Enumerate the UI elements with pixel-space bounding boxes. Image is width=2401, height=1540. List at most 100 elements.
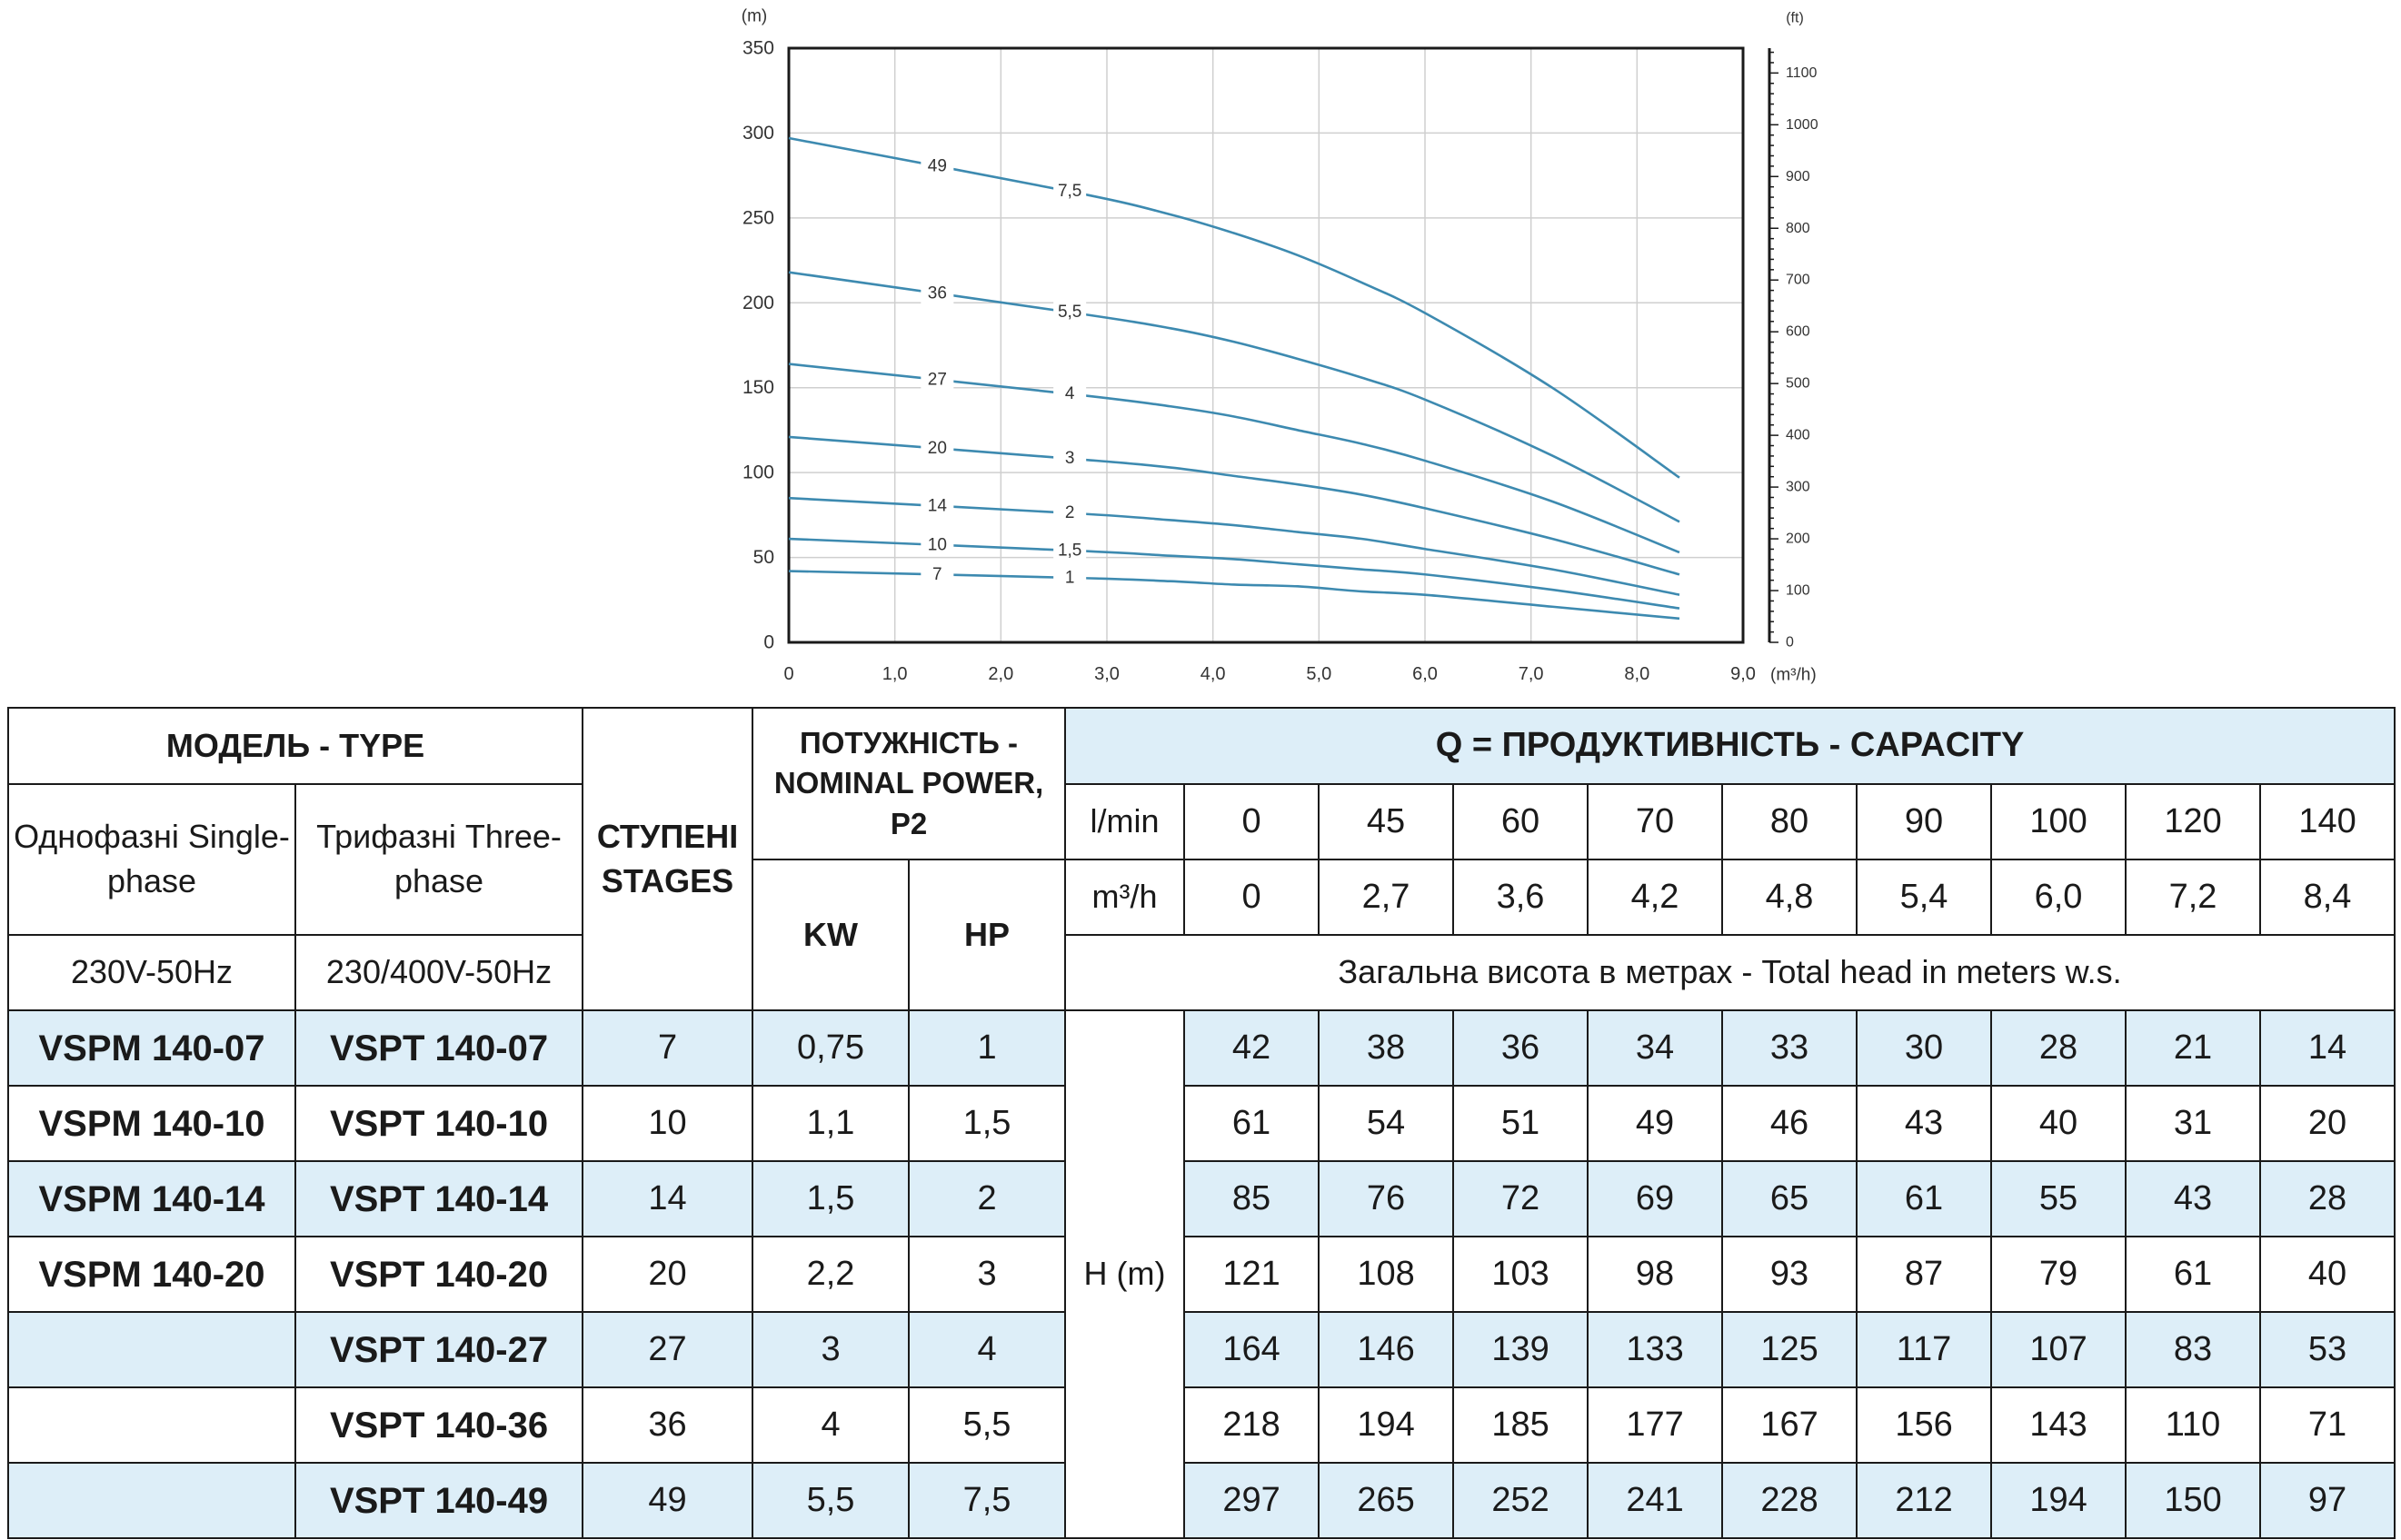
single-phase-model bbox=[7, 1386, 296, 1464]
single-phase-model bbox=[7, 1311, 296, 1388]
label-bg bbox=[1053, 180, 1087, 203]
curve-power-label: 7,5 bbox=[1058, 182, 1081, 201]
three-phase-model: VSPT 140-36 bbox=[294, 1386, 584, 1464]
stages-value: 7 bbox=[582, 1009, 754, 1087]
x-tick-label: 2,0 bbox=[988, 664, 1013, 684]
head-value: 46 bbox=[1721, 1085, 1858, 1162]
m3h-label: m³/h bbox=[1064, 859, 1186, 936]
performance-table: МОДЕЛЬ - TYPE СТУПЕНІ STAGES ПОТУЖНІСТЬ … bbox=[6, 707, 2396, 1539]
head-value: 121 bbox=[1183, 1236, 1320, 1313]
head-value: 36 bbox=[1452, 1009, 1589, 1087]
y-tick-label: 50 bbox=[753, 547, 774, 568]
label-bg bbox=[921, 563, 954, 586]
curve-stages-label: 49 bbox=[928, 157, 947, 176]
ft-tick-label: 1000 bbox=[1786, 117, 1818, 133]
head-value: 71 bbox=[2259, 1386, 2396, 1464]
m3h-value: 8,4 bbox=[2259, 859, 2396, 936]
head-value: 241 bbox=[1587, 1462, 1724, 1539]
head-value: 31 bbox=[2125, 1085, 2262, 1162]
three-phase-model: VSPT 140-07 bbox=[294, 1009, 584, 1087]
ft-tick-label: 0 bbox=[1786, 635, 1794, 651]
hp-header: HP bbox=[908, 859, 1067, 1011]
head-value: 185 bbox=[1452, 1386, 1589, 1464]
m3h-value: 5,4 bbox=[1856, 859, 1993, 936]
lmin-value: 120 bbox=[2125, 783, 2262, 860]
lmin-value: 90 bbox=[1856, 783, 1993, 860]
y-tick-label: 200 bbox=[742, 293, 774, 313]
y-tick-label: 150 bbox=[742, 377, 774, 398]
x-tick-label: 6,0 bbox=[1412, 664, 1438, 684]
head-value: 143 bbox=[1990, 1386, 2127, 1464]
y-tick-label: 100 bbox=[742, 462, 774, 483]
curve-stages-label: 7 bbox=[932, 565, 942, 584]
head-value: 79 bbox=[1990, 1236, 2127, 1313]
head-value: 61 bbox=[1183, 1085, 1320, 1162]
curve-stages-label: 10 bbox=[928, 535, 947, 554]
kw-value: 4 bbox=[752, 1386, 911, 1464]
stages-value: 49 bbox=[582, 1462, 754, 1539]
x-tick-label: 1,0 bbox=[882, 664, 908, 684]
x-tick-label: 8,0 bbox=[1624, 664, 1649, 684]
table-row: VSPM 140-14 VSPT 140-14 14 1,5 2 85 76 72 69 65 61… bbox=[7, 1160, 2396, 1237]
head-value: 177 bbox=[1587, 1386, 1724, 1464]
head-value: 107 bbox=[1990, 1311, 2127, 1388]
table-row: VSPM 140-07 VSPT 140-07 7 0,75 1 H (m) 42 38 36 3… bbox=[7, 1009, 2396, 1539]
label-bg bbox=[921, 437, 954, 460]
three-phase-model: VSPT 140-20 bbox=[294, 1236, 584, 1313]
lmin-value: 60 bbox=[1452, 783, 1589, 860]
x-tick-label: 0 bbox=[783, 664, 793, 684]
kw-value: 1,5 bbox=[752, 1160, 911, 1237]
label-bg bbox=[1053, 301, 1087, 323]
three-phase-model: VSPT 140-27 bbox=[294, 1311, 584, 1388]
head-value: 97 bbox=[2259, 1462, 2396, 1539]
head-value: 51 bbox=[1452, 1085, 1589, 1162]
ft-tick-label: 100 bbox=[1786, 583, 1810, 599]
head-value: 61 bbox=[1856, 1160, 1993, 1237]
three-phase-voltage: 230/400V-50Hz bbox=[294, 934, 584, 1011]
label-bg bbox=[921, 533, 954, 556]
three-phase-header: Трифазні Three-phase bbox=[294, 783, 584, 936]
curve-power-label: 1,5 bbox=[1058, 541, 1081, 560]
head-value: 98 bbox=[1587, 1236, 1724, 1313]
three-phase-model: VSPT 140-10 bbox=[294, 1085, 584, 1162]
total-head-caption: Загальна висота в метрах - Total head in… bbox=[1064, 934, 2396, 1011]
head-value: 125 bbox=[1721, 1311, 1858, 1388]
m3h-value: 4,8 bbox=[1721, 859, 1858, 936]
head-value: 194 bbox=[1318, 1386, 1455, 1464]
head-value: 65 bbox=[1721, 1160, 1858, 1237]
head-value: 34 bbox=[1587, 1009, 1724, 1087]
hp-value: 7,5 bbox=[908, 1462, 1067, 1539]
power-header: ПОТУЖНІСТЬ - NOMINAL POWER, P2 bbox=[752, 707, 1067, 860]
m3h-value: 0 bbox=[1183, 859, 1320, 936]
table-row: VSPM 140-10 VSPT 140-10 10 1,1 1,5 61 54 51 49 46… bbox=[7, 1085, 2396, 1162]
head-value: 218 bbox=[1183, 1386, 1320, 1464]
kw-value: 5,5 bbox=[752, 1462, 911, 1539]
label-bg bbox=[1053, 566, 1087, 589]
stages-value: 27 bbox=[582, 1311, 754, 1388]
head-value: 49 bbox=[1587, 1085, 1724, 1162]
ft-tick-label: 900 bbox=[1786, 169, 1810, 184]
head-value: 40 bbox=[2259, 1236, 2396, 1313]
curve-power-label: 4 bbox=[1065, 384, 1075, 403]
head-value: 43 bbox=[2125, 1160, 2262, 1237]
curve-stages-label: 20 bbox=[928, 439, 947, 458]
three-phase-model: VSPT 140-14 bbox=[294, 1160, 584, 1237]
head-value: 43 bbox=[1856, 1085, 1993, 1162]
head-value: 146 bbox=[1318, 1311, 1455, 1388]
head-value: 38 bbox=[1318, 1009, 1455, 1087]
x-tick-label: 7,0 bbox=[1519, 664, 1544, 684]
head-value: 133 bbox=[1587, 1311, 1724, 1388]
curve-series bbox=[788, 271, 1680, 523]
curve-power-label: 3 bbox=[1065, 449, 1075, 468]
head-value: 212 bbox=[1856, 1462, 1993, 1539]
head-value: 40 bbox=[1990, 1085, 2127, 1162]
table-row: VSPT 140-27 27 3 4 164 146 139 133 125 117 107 83 53 bbox=[7, 1311, 2396, 1388]
head-value: 21 bbox=[2125, 1009, 2262, 1087]
label-bg bbox=[1053, 502, 1087, 524]
stages-value: 20 bbox=[582, 1236, 754, 1313]
head-value: 30 bbox=[1856, 1009, 1993, 1087]
head-value: 150 bbox=[2125, 1462, 2262, 1539]
table-row: VSPT 140-49 49 5,5 7,5 297 265 252 241 228 212 194… bbox=[7, 1462, 2396, 1539]
head-value: 28 bbox=[2259, 1160, 2396, 1237]
lmin-value: 100 bbox=[1990, 783, 2127, 860]
